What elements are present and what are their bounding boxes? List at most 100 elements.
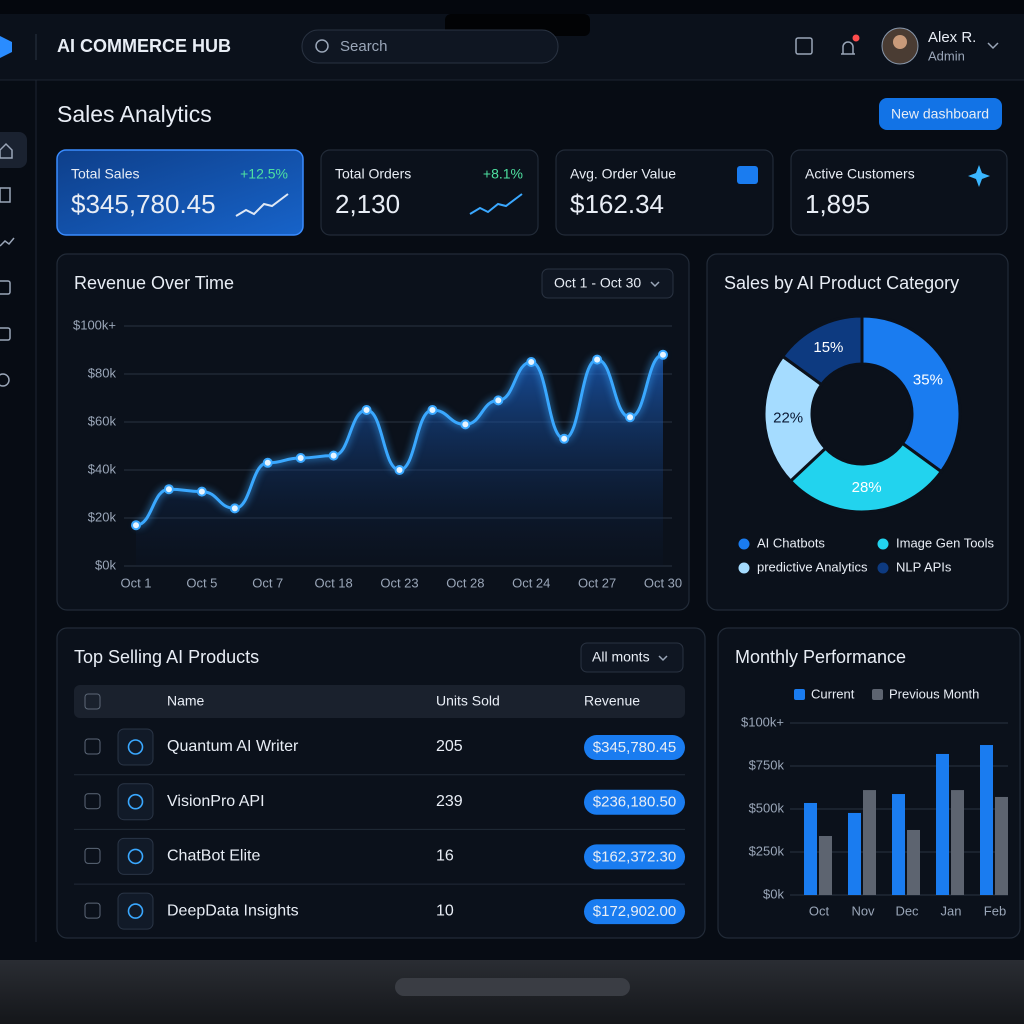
column-header: Revenue [584,693,640,709]
bell-icon[interactable] [841,41,855,55]
nav-grid[interactable] [0,187,11,203]
inbox-icon[interactable] [795,37,813,55]
kpi-value: $162.34 [570,189,664,219]
revenue-pill [584,735,685,760]
kpi-value: 2,130 [335,189,400,219]
page-title: Sales Analytics [57,101,212,127]
brand: AI COMMERCE HUB [57,36,231,56]
kpi-card [320,149,539,236]
new-dashboard-button[interactable] [879,98,1002,130]
area [136,354,663,566]
x-tick-label: Oct 18 [314,575,352,590]
avatar-face [893,35,907,49]
legend-swatch [738,538,750,550]
legend-label: NLP APIs [896,559,952,574]
y-tick-label: $80k [88,365,117,380]
product-glyph [127,848,144,865]
nav-trend[interactable] [0,237,15,247]
x-tick-label: Feb [984,903,1006,918]
revenue-pill [584,844,685,870]
point [196,486,207,497]
sidebar-active[interactable] [0,132,27,168]
laptop-notch [395,978,630,996]
checkbox[interactable] [84,793,101,810]
legend-label: Current [811,686,855,701]
legend-swatch [872,689,883,700]
y-tick-label: $100k+ [73,317,116,332]
kpi-change: +8.1% [483,166,523,182]
x-tick-label: Oct [809,903,830,918]
products-panel [56,627,706,939]
revenue: $345,780.45 [593,739,676,756]
bar [907,829,920,895]
x-tick-label: Jan [941,903,962,918]
nav-folder[interactable] [0,327,11,341]
slice-label: 28% [852,479,882,496]
panel-title: Monthly Performance [735,647,906,667]
x-tick-label: Oct 1 [120,575,151,590]
search-placeholder: Search [340,38,388,55]
button-label: New dashboard [891,106,989,122]
revenue: $172,902.00 [593,903,676,920]
checkbox[interactable] [84,847,101,864]
kpi-label: Total Orders [335,166,411,182]
product-name: DeepData Insights [167,902,299,919]
bar [892,794,905,895]
checkbox[interactable] [84,902,101,919]
y-tick-label: $0k [763,886,784,901]
kpi-label: Avg. Order Value [570,166,676,182]
nav-box[interactable] [0,280,11,295]
legend-label: Image Gen Tools [896,535,995,550]
table-body: Quantum AI Writer 205 $345,780.45 VisionPro… [74,728,685,930]
legend-label: AI Chatbots [757,535,825,550]
point [295,453,306,463]
nav-home[interactable] [0,142,13,159]
kpi-label: Active Customers [805,166,915,182]
bar [980,745,993,895]
point [163,484,174,495]
sparkline [235,193,289,217]
point [328,450,339,461]
date-filter[interactable] [541,268,674,299]
point [361,405,372,415]
legend-swatch [794,689,805,700]
point [394,465,405,475]
user-name: Alex R. [928,29,976,46]
wallet-icon [737,166,758,184]
x-tick-label: Dec [895,903,919,918]
slice-label: 22% [773,410,803,427]
legend-swatch [877,538,889,550]
logo [0,36,12,58]
checkbox[interactable] [84,693,101,710]
panel-title: Revenue Over Time [74,273,234,293]
x-tick-label: Oct 7 [252,575,283,590]
user-menu-chevron[interactable] [987,42,999,50]
product-icon [117,728,154,766]
column-header: Name [167,693,205,709]
product-icon [117,892,154,930]
x-tick-label: Oct 5 [186,575,217,590]
point [592,354,603,365]
point [427,405,438,415]
search-box[interactable] [301,29,559,64]
kpi-change: +12.5% [240,166,288,182]
point [625,412,636,423]
revenue-pill [584,899,685,925]
units-sold: 205 [436,738,463,755]
x-tick-label: Oct 28 [446,575,484,590]
user-role: Admin [928,48,965,63]
point [526,357,537,367]
x-tick-label: Oct 30 [644,575,682,590]
month-filter[interactable] [580,642,684,673]
nav-settings[interactable] [0,373,10,387]
legend-swatch [877,562,889,574]
legend-label: Previous Month [889,686,979,701]
checkbox[interactable] [84,738,101,755]
y-tick-label: $250k [749,843,785,858]
legend-label: predictive Analytics [757,559,868,574]
kpi-value: 1,895 [805,189,870,219]
product-name: ChatBot Elite [167,848,260,865]
chevron [650,281,660,288]
